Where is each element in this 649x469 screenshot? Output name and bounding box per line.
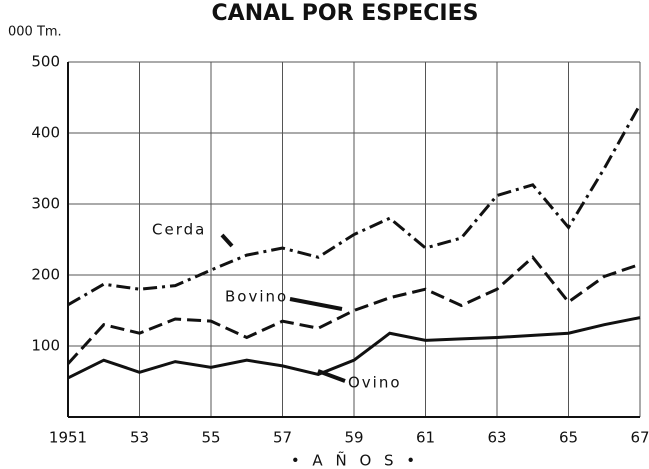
series-line [67,103,642,307]
label-pointer [317,369,346,383]
chart-title: CANAL POR ESPECIES [212,1,479,26]
x-axis-label: • A Ñ O S • [291,451,419,469]
series-label: Cerda [152,221,206,239]
x-tick-label: 63 [487,429,506,447]
x-tick-label: 53 [130,429,149,447]
y-tick-label: 200 [31,266,60,284]
y-tick-label: 500 [31,53,60,71]
x-tick-label: 61 [416,429,435,447]
series-line [67,316,641,380]
label-pointer [289,297,343,311]
y-tick-label: 300 [31,195,60,213]
x-tick-label: 65 [559,429,578,447]
y-tick-label: 100 [31,337,60,355]
series-label: Bovino [225,288,288,306]
x-tick-label: 1951 [49,429,87,447]
x-tick-label: 59 [344,429,363,447]
y-tick-label: 400 [31,124,60,142]
x-tick-label: 55 [201,429,220,447]
label-pointer [220,233,234,248]
series-label: Ovino [348,374,402,392]
y-axis-label: 000 Tm. [8,25,62,40]
x-tick-label: 67 [630,429,649,447]
x-tick-label: 57 [273,429,292,447]
